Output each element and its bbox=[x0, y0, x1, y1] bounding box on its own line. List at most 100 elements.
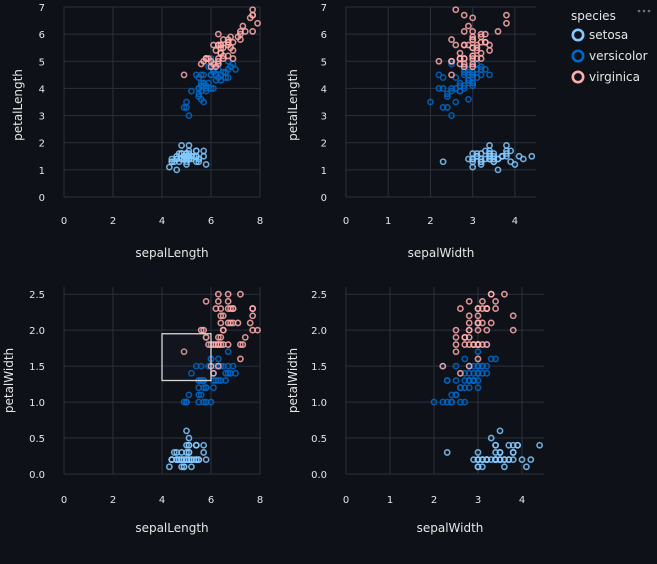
point-versicolor[interactable] bbox=[474, 369, 482, 377]
point-virginica[interactable] bbox=[503, 19, 510, 27]
point-setosa[interactable] bbox=[170, 449, 178, 456]
point-virginica[interactable] bbox=[500, 290, 508, 298]
point-versicolor[interactable] bbox=[487, 355, 495, 363]
point-versicolor[interactable] bbox=[452, 85, 460, 92]
point-versicolor[interactable] bbox=[200, 79, 208, 87]
point-virginica[interactable] bbox=[214, 290, 222, 298]
legend-item-versicolor[interactable]: versicolor bbox=[571, 49, 648, 63]
point-virginica[interactable] bbox=[452, 41, 460, 49]
point-setosa[interactable] bbox=[496, 456, 504, 464]
point-versicolor[interactable] bbox=[232, 66, 239, 73]
point-virginica[interactable] bbox=[456, 55, 464, 62]
point-virginica[interactable] bbox=[219, 326, 227, 334]
point-setosa[interactable] bbox=[178, 449, 185, 456]
point-versicolor[interactable] bbox=[195, 398, 203, 406]
more-dots-icon[interactable] bbox=[637, 9, 651, 13]
point-versicolor[interactable] bbox=[183, 398, 190, 406]
point-virginica[interactable] bbox=[214, 362, 222, 370]
point-virginica[interactable] bbox=[214, 57, 222, 65]
point-setosa[interactable] bbox=[490, 150, 498, 157]
point-virginica[interactable] bbox=[465, 362, 473, 370]
point-setosa[interactable] bbox=[168, 158, 176, 166]
point-versicolor[interactable] bbox=[456, 384, 464, 392]
point-virginica[interactable] bbox=[219, 52, 227, 60]
point-versicolor[interactable] bbox=[443, 90, 451, 98]
point-setosa[interactable] bbox=[492, 449, 499, 456]
point-setosa[interactable] bbox=[185, 142, 193, 149]
point-versicolor[interactable] bbox=[474, 348, 482, 356]
point-versicolor[interactable] bbox=[448, 391, 455, 399]
point-virginica[interactable] bbox=[452, 348, 460, 356]
point-setosa[interactable] bbox=[173, 155, 181, 163]
point-setosa[interactable] bbox=[474, 449, 482, 456]
point-versicolor[interactable] bbox=[470, 369, 477, 377]
point-setosa[interactable] bbox=[496, 449, 504, 456]
point-versicolor[interactable] bbox=[448, 398, 455, 406]
point-virginica[interactable] bbox=[448, 57, 455, 65]
point-virginica[interactable] bbox=[435, 57, 443, 65]
point-virginica[interactable] bbox=[469, 55, 477, 62]
point-virginica[interactable] bbox=[492, 297, 499, 305]
point-virginica[interactable] bbox=[236, 355, 244, 363]
point-setosa[interactable] bbox=[509, 449, 517, 456]
point-virginica[interactable] bbox=[207, 63, 215, 71]
point-virginica[interactable] bbox=[474, 341, 482, 348]
point-virginica[interactable] bbox=[239, 341, 247, 348]
point-setosa[interactable] bbox=[486, 142, 493, 149]
point-setosa[interactable] bbox=[487, 434, 495, 442]
point-setosa[interactable] bbox=[474, 463, 482, 471]
point-virginica[interactable] bbox=[448, 36, 455, 43]
point-versicolor[interactable] bbox=[200, 71, 208, 79]
point-versicolor[interactable] bbox=[448, 85, 455, 92]
point-versicolor[interactable] bbox=[452, 362, 460, 370]
point-virginica[interactable] bbox=[224, 305, 232, 312]
point-virginica[interactable] bbox=[202, 55, 210, 62]
point-virginica[interactable] bbox=[229, 319, 237, 327]
point-virginica[interactable] bbox=[249, 312, 257, 320]
point-setosa[interactable] bbox=[183, 441, 190, 449]
point-virginica[interactable] bbox=[217, 44, 225, 52]
point-virginica[interactable] bbox=[509, 312, 517, 320]
point-virginica[interactable] bbox=[478, 319, 486, 327]
point-virginica[interactable] bbox=[460, 11, 468, 19]
point-setosa[interactable] bbox=[478, 463, 486, 471]
point-setosa[interactable] bbox=[498, 152, 506, 160]
point-versicolor[interactable] bbox=[197, 391, 205, 399]
panel-sepalWidth-petalWidth[interactable]: 0 1 2 3 4 0.0 0.5 1.0 1.5 2.0 2.5 sepalWidth petalWi… bbox=[286, 287, 544, 535]
point-virginica[interactable] bbox=[481, 38, 489, 46]
point-versicolor[interactable] bbox=[427, 98, 434, 106]
point-setosa[interactable] bbox=[183, 427, 190, 435]
point-versicolor[interactable] bbox=[430, 398, 438, 406]
point-virginica[interactable] bbox=[214, 55, 222, 62]
point-setosa[interactable] bbox=[470, 456, 477, 464]
point-virginica[interactable] bbox=[474, 355, 482, 363]
point-virginica[interactable] bbox=[474, 326, 482, 334]
point-setosa[interactable] bbox=[185, 150, 193, 157]
point-versicolor[interactable] bbox=[461, 384, 469, 392]
point-versicolor[interactable] bbox=[192, 362, 200, 370]
point-virginica[interactable] bbox=[452, 341, 460, 348]
point-setosa[interactable] bbox=[500, 456, 508, 464]
point-versicolor[interactable] bbox=[224, 74, 232, 81]
point-versicolor[interactable] bbox=[210, 384, 217, 392]
point-versicolor[interactable] bbox=[492, 355, 499, 363]
point-virginica[interactable] bbox=[224, 41, 232, 49]
point-setosa[interactable] bbox=[192, 147, 200, 155]
point-setosa[interactable] bbox=[195, 155, 203, 163]
point-setosa[interactable] bbox=[200, 441, 208, 449]
point-virginica[interactable] bbox=[249, 28, 257, 35]
point-setosa[interactable] bbox=[183, 456, 190, 464]
point-virginica[interactable] bbox=[236, 36, 244, 43]
point-setosa[interactable] bbox=[528, 152, 536, 160]
point-virginica[interactable] bbox=[202, 333, 210, 341]
point-setosa[interactable] bbox=[518, 456, 526, 464]
point-versicolor[interactable] bbox=[443, 398, 451, 406]
point-virginica[interactable] bbox=[212, 47, 220, 54]
point-versicolor[interactable] bbox=[205, 63, 212, 71]
point-virginica[interactable] bbox=[224, 38, 232, 46]
point-versicolor[interactable] bbox=[443, 377, 451, 384]
panel-sepalLength-petalWidth[interactable]: 0 2 4 6 8 0.0 0.5 1.0 1.5 2.0 2.5 sepalLength petalW… bbox=[2, 287, 263, 535]
point-virginica[interactable] bbox=[473, 41, 481, 49]
point-versicolor[interactable] bbox=[460, 82, 468, 90]
point-virginica[interactable] bbox=[227, 319, 234, 327]
